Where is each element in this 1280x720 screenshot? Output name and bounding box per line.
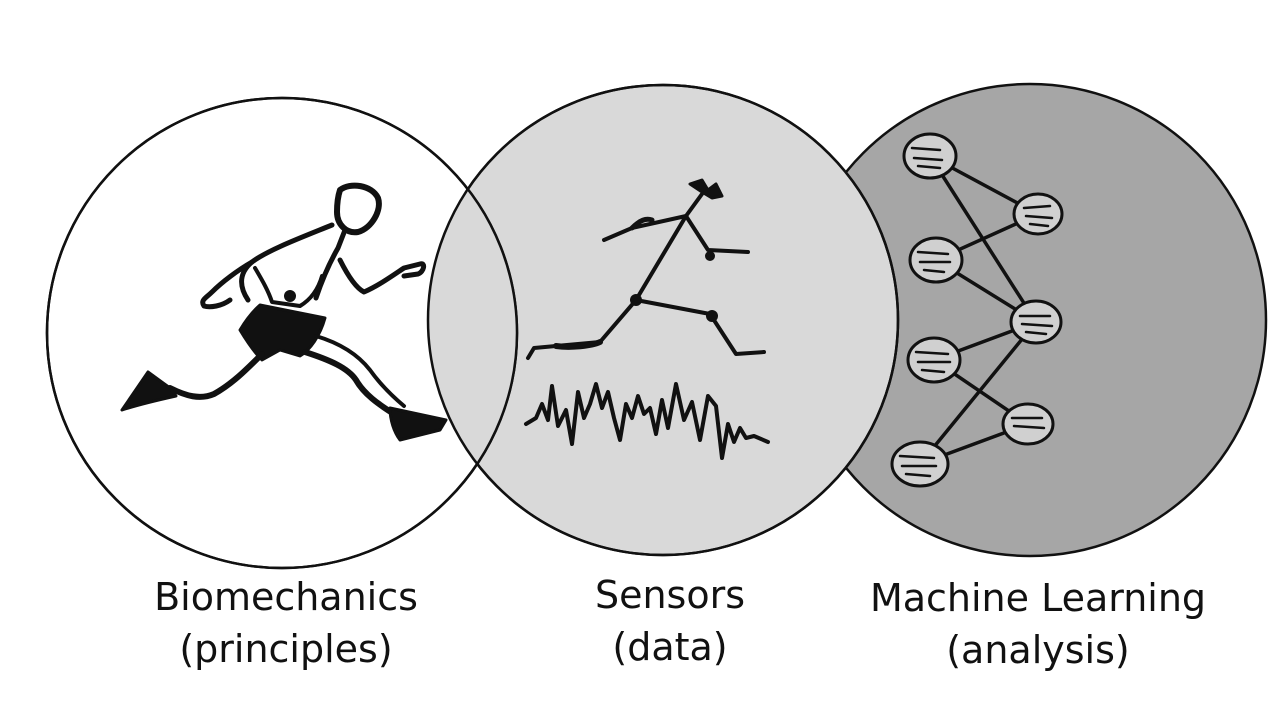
biomechanics-label: Biomechanics [154,575,418,619]
machine-learning-sublabel: (analysis) [946,628,1130,672]
biomechanics-caption: Biomechanics (principles) [116,571,456,675]
stick-figure-with-signal-icon [524,178,770,460]
neural-network-icon [890,132,1064,488]
signal-waveform [524,382,770,460]
machine-learning-label: Machine Learning [869,576,1207,620]
sensors-sublabel: (data) [612,625,728,669]
machine-learning-caption: Machine Learning (analysis) [868,572,1208,676]
sensors-label: Sensors [594,573,746,617]
biomechanics-sublabel: (principles) [179,627,393,671]
sensors-caption: Sensors (data) [500,569,840,673]
running-person-icon [120,182,448,442]
